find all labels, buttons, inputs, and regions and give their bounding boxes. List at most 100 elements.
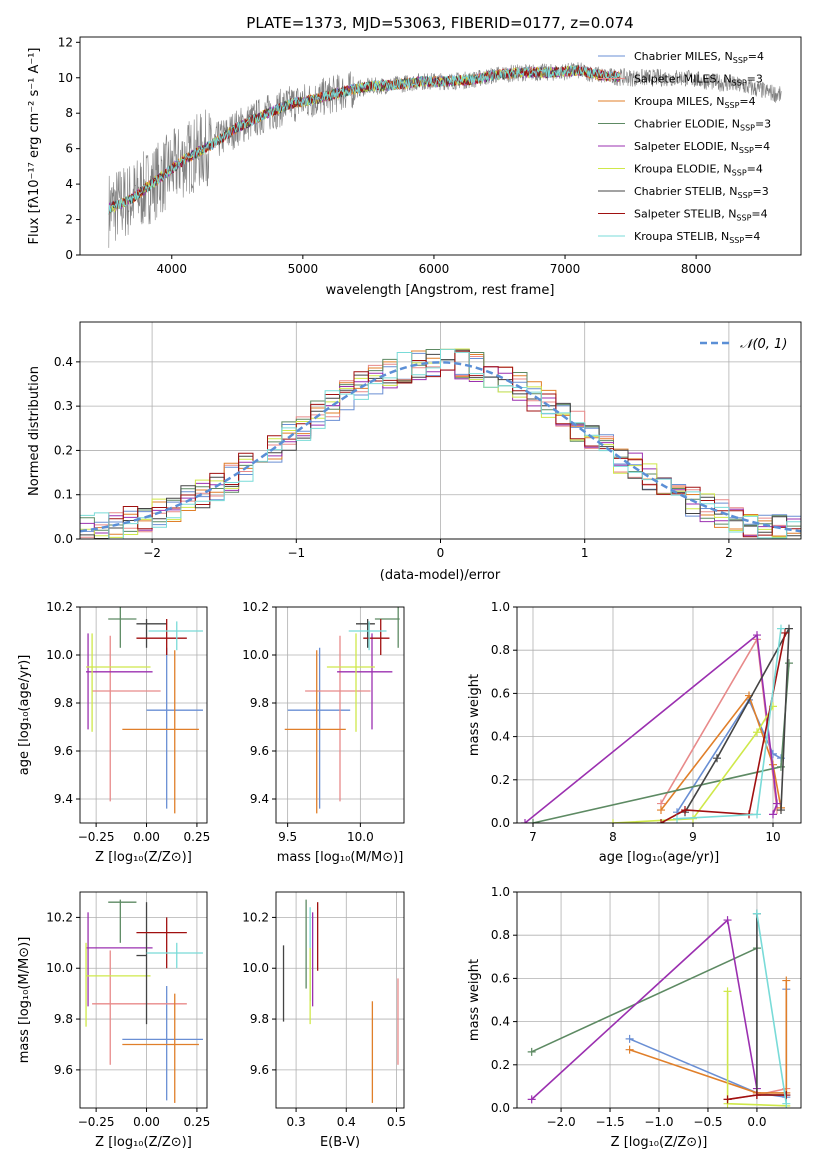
spectrum-xtick-label: 6000 <box>419 262 450 276</box>
xtick-label: −0.5 <box>693 1115 722 1129</box>
weight-marker <box>773 799 781 808</box>
xtick-label: 10 <box>765 830 780 844</box>
gaussian-legend-label: 𝒩(0, 1) <box>740 337 787 352</box>
mass-vs-extinction-panel: 0.3 0.4 0.5 9.6 9.8 10.0 10.2 E(B-V) <box>242 891 406 1150</box>
panel-frame <box>275 891 405 1109</box>
ytick-label: 10.0 <box>46 961 73 975</box>
ytick-label: 0.8 <box>491 643 510 657</box>
panel-series <box>85 899 203 1103</box>
ytick-label: 10.0 <box>46 648 73 662</box>
residuals-ylabel: Normed distribution <box>27 366 42 496</box>
weight-marker <box>781 628 789 637</box>
legend-label: Chabrier ELODIE, NSSP=3 <box>634 118 771 133</box>
weight-vs-metallicity-panel: −2.0 −1.5 −1.0 −0.5 0.0 0.0 0.2 0.4 0.6 0.8 1.0 Z [… <box>467 885 802 1150</box>
panel-frame <box>79 606 208 824</box>
weight-marker <box>527 1047 536 1056</box>
spectrum-legend: Chabrier MILES, NSSP=4 Salpeter MILES, NS… <box>598 50 771 245</box>
spectrum-ytick-label: 2 <box>65 213 73 227</box>
panel-series <box>527 909 791 1108</box>
weight-marker <box>609 819 617 823</box>
weight-marker <box>723 987 732 996</box>
residuals-ytick-label: 0.2 <box>54 443 73 457</box>
spectrum-ytick-label: 10 <box>58 71 73 85</box>
spectrum-title: PLATE=1373, MJD=53063, FIBERID=0177, z=0… <box>246 14 633 32</box>
legend-label: Chabrier STELIB, NSSP=3 <box>634 185 769 200</box>
xtick-label: 9 <box>689 830 697 844</box>
weight-marker <box>785 659 793 668</box>
xtick-label: 0.5 <box>387 1115 406 1129</box>
legend-label: Salpeter ELODIE, NSSP=4 <box>634 140 770 155</box>
xtick-label: −2.0 <box>546 1115 575 1129</box>
residual-histogram-step <box>80 350 801 539</box>
weight-marker <box>713 754 721 763</box>
residuals-ytick-label: 0.0 <box>54 532 73 546</box>
weight-marker <box>777 624 785 633</box>
weight-marker <box>782 976 791 985</box>
legend-label: Kroupa ELODIE, NSSP=4 <box>634 163 763 178</box>
weight-marker <box>753 810 761 819</box>
panel-frame <box>79 891 208 1109</box>
weight-marker <box>782 1099 791 1108</box>
residuals-legend: 𝒩(0, 1) <box>700 337 787 352</box>
weight-marker <box>777 806 785 815</box>
x-axis-label: mass [log₁₀(M/M⊙)] <box>277 850 404 865</box>
weight-line <box>524 633 778 823</box>
age-vs-metallicity-panel: −0.25 0.00 0.25 9.4 9.6 9.8 10.0 10.2 Z [log₁₀(Z… <box>17 600 210 865</box>
x-axis-label: E(B-V) <box>320 1135 360 1150</box>
ytick-label: 9.6 <box>250 1063 269 1077</box>
ytick-label: 10.2 <box>242 600 269 614</box>
weight-marker <box>657 819 665 823</box>
ytick-label: 0.4 <box>491 730 510 744</box>
x-axis-label: Z [log₁₀(Z/Z⊙)] <box>95 850 192 865</box>
residuals-series <box>80 348 801 539</box>
ytick-label: 0.2 <box>491 1058 510 1072</box>
residuals-ytick-label: 0.3 <box>54 399 73 413</box>
panel-series <box>282 899 399 1103</box>
weight-marker <box>657 806 665 815</box>
weight-marker <box>527 1095 536 1104</box>
ytick-label: 9.6 <box>250 744 269 758</box>
weight-line <box>684 628 790 813</box>
xtick-label: 0.00 <box>133 1115 160 1129</box>
residuals-panel: −2 −1 0 1 2 0.0 0.1 0.2 0.3 0.4 (data-model)/erro… <box>27 321 802 583</box>
ytick-label: 9.6 <box>54 744 73 758</box>
weight-marker <box>752 909 761 918</box>
spectrum-ylabel: Flux [fλ10⁻¹⁷ erg cm⁻² s⁻¹ A⁻¹] <box>27 48 42 245</box>
xtick-label: 0.0 <box>747 1115 766 1129</box>
xtick-label: −1.0 <box>644 1115 673 1129</box>
weight-line <box>629 980 788 1094</box>
ytick-label: 0.0 <box>491 1101 510 1115</box>
ytick-label: 10.0 <box>242 648 269 662</box>
residuals-xtick-label: 2 <box>725 546 733 560</box>
ytick-label: 0.6 <box>491 686 510 700</box>
residuals-xtick-label: 0 <box>437 546 445 560</box>
panel-series <box>86 607 203 814</box>
weight-marker <box>625 1034 634 1043</box>
spectrum-xtick-label: 8000 <box>681 262 712 276</box>
weight-line <box>660 632 786 823</box>
weight-marker <box>785 624 793 633</box>
weight-marker <box>723 916 732 925</box>
ytick-label: 0.6 <box>491 971 510 985</box>
panel-series <box>521 624 793 823</box>
spectrum-xtick-label: 5000 <box>288 262 319 276</box>
age-vs-mass-panel: 9.5 10.0 9.4 9.6 9.8 10.0 10.2 mass [log₁₀(M/M⊙… <box>242 600 405 865</box>
residuals-xtick-label: −1 <box>287 546 305 560</box>
legend-label: Salpeter STELIB, NSSP=4 <box>634 208 768 223</box>
weight-marker <box>769 810 777 819</box>
xtick-label: 0.00 <box>133 830 160 844</box>
xtick-label: 9.5 <box>278 830 297 844</box>
residuals-ytick-label: 0.1 <box>54 488 73 502</box>
xtick-label: 0.4 <box>337 1115 356 1129</box>
x-axis-label: Z [log₁₀(Z/Z⊙)] <box>95 1135 192 1150</box>
weight-marker <box>752 1091 761 1100</box>
weight-vs-age-panel: 7 8 9 10 0.0 0.2 0.4 0.6 0.8 1.0 age [log₁₀(age/yr… <box>467 600 802 865</box>
x-axis-label: age [log₁₀(age/yr)] <box>599 850 720 865</box>
xtick-label: 0.25 <box>184 830 211 844</box>
spectrum-ytick-label: 8 <box>65 106 73 120</box>
model-spectrum-line <box>108 65 621 215</box>
xtick-label: 7 <box>529 830 537 844</box>
gaussian-reference-curve <box>80 361 801 533</box>
